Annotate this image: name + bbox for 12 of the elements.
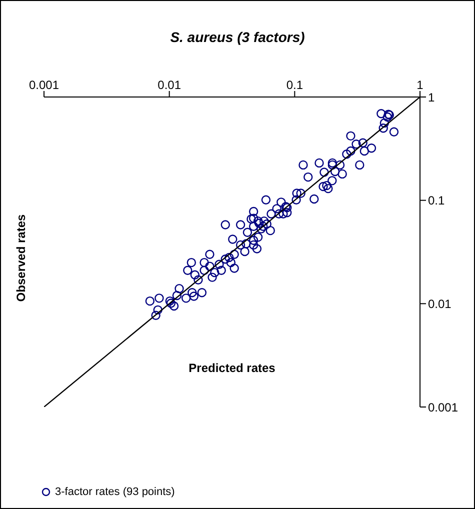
x-tick-label: 1 <box>416 78 424 92</box>
y-tick-label: 0.001 <box>428 400 458 414</box>
y-tick-label: 1 <box>428 90 435 104</box>
y-tick-label: 0.01 <box>428 296 452 311</box>
chart-title: S. aureus (3 factors) <box>169 29 306 45</box>
x-tick-label: 0.001 <box>28 78 60 92</box>
x-tick-label: 0.01 <box>158 78 182 92</box>
y-axis-title: Observed rates <box>14 214 28 302</box>
y-tick-label: 0.1 <box>428 194 446 208</box>
x-tick-label: 0.1 <box>286 78 304 92</box>
legend-label: 3-factor rates (93 points) <box>55 486 175 498</box>
x-axis-title: Predicted rates <box>188 361 276 375</box>
